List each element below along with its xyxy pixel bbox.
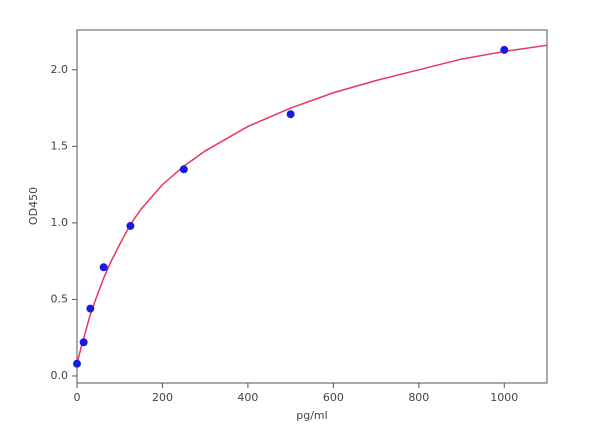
data-point <box>126 221 135 230</box>
data-point <box>99 263 108 272</box>
plot-frame <box>76 29 548 384</box>
x-tick-label: 600 <box>323 391 344 404</box>
y-tick-label: 1.5 <box>51 139 69 152</box>
data-point <box>79 338 88 347</box>
data-point <box>500 45 509 54</box>
x-tick-label: 200 <box>152 391 173 404</box>
fit-curve <box>76 44 548 364</box>
data-point <box>179 165 188 174</box>
x-tick-label: 1000 <box>490 391 518 404</box>
x-tick-label: 0 <box>74 391 81 404</box>
x-axis-label: pg/ml <box>296 409 327 422</box>
y-tick-label: 0.0 <box>51 369 69 382</box>
y-tick-label: 1.0 <box>51 216 69 229</box>
x-tick-label: 400 <box>237 391 258 404</box>
y-tick-label: 0.5 <box>51 292 69 305</box>
x-tick-label: 800 <box>408 391 429 404</box>
data-point <box>86 304 95 313</box>
data-point <box>73 359 81 368</box>
y-tick-label: 2.0 <box>51 63 69 76</box>
y-axis-label: OD450 <box>27 187 40 225</box>
data-point <box>286 110 295 119</box>
